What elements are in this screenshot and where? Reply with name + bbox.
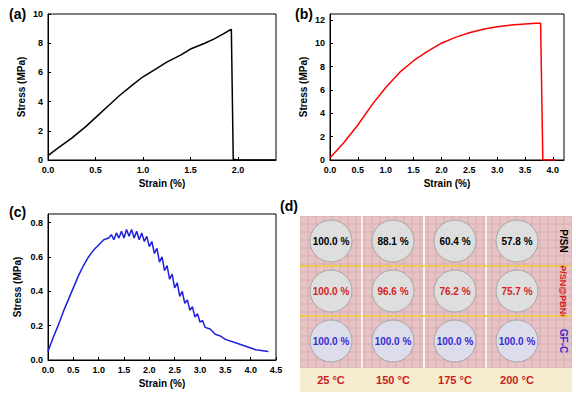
- svg-text:2.0: 2.0: [435, 165, 448, 175]
- svg-text:3.5: 3.5: [219, 365, 232, 375]
- svg-text:0.0: 0.0: [42, 365, 55, 375]
- svg-text:0.8: 0.8: [30, 218, 43, 228]
- svg-text:2.5: 2.5: [463, 165, 476, 175]
- svg-text:3.0: 3.0: [491, 165, 504, 175]
- svg-text:175 °C: 175 °C: [438, 374, 472, 386]
- svg-text:1.0: 1.0: [379, 165, 392, 175]
- svg-text:2: 2: [320, 132, 325, 142]
- svg-text:2.5: 2.5: [168, 365, 181, 375]
- svg-text:2.0: 2.0: [232, 165, 245, 175]
- svg-text:96.6 %: 96.6 %: [377, 286, 408, 297]
- svg-text:4: 4: [320, 108, 325, 118]
- svg-text:0.5: 0.5: [352, 165, 365, 175]
- svg-text:150 °C: 150 °C: [376, 374, 410, 386]
- svg-text:Stress (MPa): Stress (MPa): [12, 257, 23, 318]
- svg-text:88.1 %: 88.1 %: [377, 236, 408, 247]
- svg-text:1.5: 1.5: [184, 165, 197, 175]
- svg-text:8: 8: [320, 62, 325, 72]
- svg-text:100.0 %: 100.0 %: [313, 236, 350, 247]
- svg-text:P/SN@PBNI: P/SN@PBNI: [558, 265, 568, 316]
- svg-text:100.0 %: 100.0 %: [375, 336, 412, 347]
- svg-text:(a): (a): [9, 6, 26, 22]
- svg-text:200 °C: 200 °C: [500, 374, 534, 386]
- svg-text:Strain (%): Strain (%): [139, 378, 186, 389]
- svg-text:4.5: 4.5: [270, 365, 283, 375]
- svg-text:2.0: 2.0: [143, 365, 156, 375]
- svg-text:4: 4: [38, 97, 43, 107]
- svg-text:0.5: 0.5: [67, 365, 80, 375]
- svg-text:100.0 %: 100.0 %: [499, 336, 536, 347]
- svg-text:2: 2: [38, 126, 43, 136]
- svg-text:76.2 %: 76.2 %: [439, 286, 470, 297]
- svg-text:12: 12: [315, 15, 325, 25]
- svg-text:8: 8: [38, 38, 43, 48]
- svg-text:(c): (c): [9, 204, 26, 220]
- svg-text:0.5: 0.5: [89, 165, 102, 175]
- svg-text:Strain (%): Strain (%): [139, 178, 186, 189]
- svg-text:10: 10: [315, 38, 325, 48]
- svg-text:1.0: 1.0: [137, 165, 150, 175]
- svg-text:0.0: 0.0: [42, 165, 55, 175]
- svg-text:Strain (%): Strain (%): [424, 178, 471, 189]
- html-text:(d): (d): [280, 198, 298, 214]
- svg-text:(b): (b): [295, 6, 313, 22]
- svg-text:4.0: 4.0: [547, 165, 560, 175]
- svg-text:0.2: 0.2: [30, 321, 43, 331]
- svg-text:3.0: 3.0: [194, 365, 207, 375]
- svg-text:Stress (MPa): Stress (MPa): [16, 57, 27, 118]
- svg-text:0.6: 0.6: [30, 252, 43, 262]
- svg-text:100.0 %: 100.0 %: [313, 336, 350, 347]
- svg-text:0.0: 0.0: [30, 355, 43, 365]
- svg-text:4.0: 4.0: [244, 365, 257, 375]
- svg-text:57.8 %: 57.8 %: [501, 236, 532, 247]
- svg-text:0.4: 0.4: [30, 286, 43, 296]
- svg-text:6: 6: [38, 67, 43, 77]
- svg-text:1.0: 1.0: [92, 365, 105, 375]
- svg-text:60.4 %: 60.4 %: [439, 236, 470, 247]
- svg-text:0: 0: [320, 155, 325, 165]
- svg-text:3.5: 3.5: [519, 165, 532, 175]
- svg-text:10: 10: [33, 9, 43, 19]
- svg-text:1.5: 1.5: [118, 365, 131, 375]
- svg-text:Stress (MPa): Stress (MPa): [298, 57, 309, 118]
- svg-text:100.0 %: 100.0 %: [313, 286, 350, 297]
- svg-text:GF-C: GF-C: [558, 329, 569, 353]
- svg-text:25 °C: 25 °C: [317, 374, 345, 386]
- svg-text:1.5: 1.5: [407, 165, 420, 175]
- svg-text:75.7 %: 75.7 %: [501, 286, 532, 297]
- svg-text:P/SN: P/SN: [558, 229, 569, 252]
- svg-text:6: 6: [320, 85, 325, 95]
- svg-text:0: 0: [38, 155, 43, 165]
- svg-text:0.0: 0.0: [324, 165, 337, 175]
- svg-text:100.0 %: 100.0 %: [437, 336, 474, 347]
